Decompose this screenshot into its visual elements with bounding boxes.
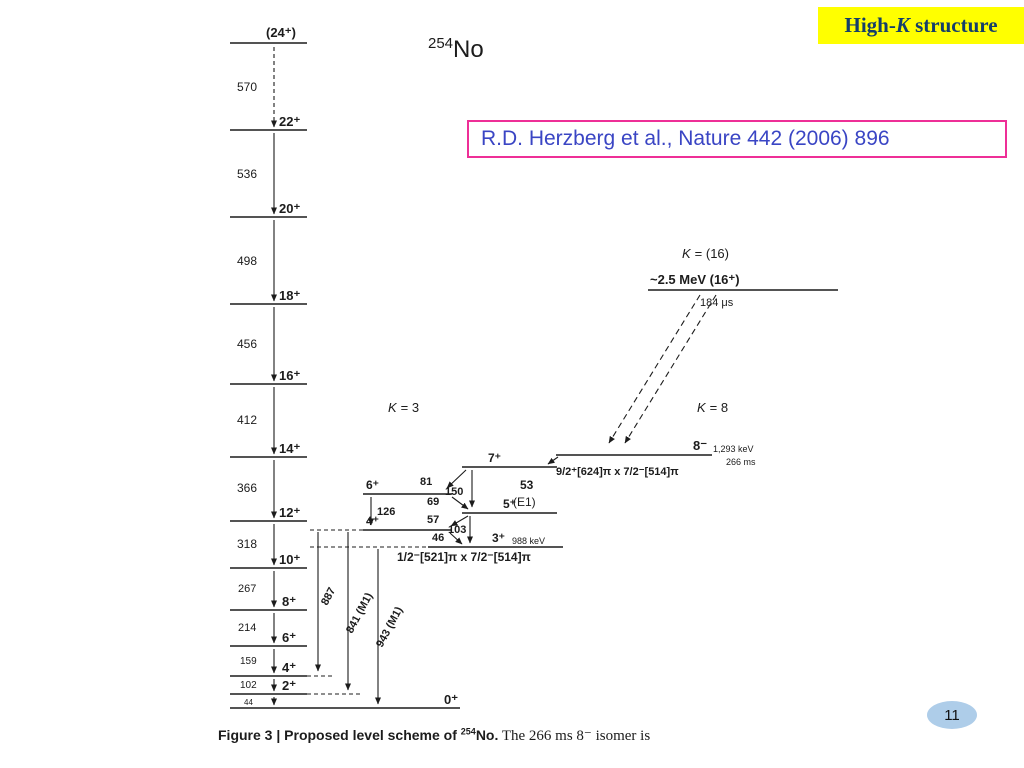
gamma-energy: 456: [237, 337, 257, 351]
gamma-energy: 214: [238, 622, 256, 634]
k16-band: K = (16) ~2.5 MeV (16⁺) 184 μs: [608, 246, 838, 444]
spin-label: 8⁺: [282, 594, 296, 609]
gamma-energy: 159: [240, 656, 257, 667]
ground-state-band: (24⁺) 22⁺ 20⁺ 18⁺ 16⁺ 14⁺ 12⁺ 10⁺ 8⁺ 6⁺ …: [230, 25, 460, 709]
gamma-energy: 150: [445, 486, 463, 498]
caption-normal: The 266 ms 8⁻ isomer is: [498, 728, 651, 744]
slide-title-banner: High- K structure: [818, 7, 1024, 44]
page-number: 11: [944, 706, 960, 724]
figure-caption: Figure 3 | Proposed level scheme of 254N…: [218, 726, 650, 745]
gamma-arrow: [446, 469, 467, 489]
band-label: K = 8: [697, 400, 728, 415]
reference-text: R.D. Herzberg et al., Nature 442 (2006) …: [481, 127, 890, 150]
banner-text: structure: [909, 13, 998, 37]
k8-band: K = 8 8⁻ 1,293 keV 266 ms 9/2⁺[624]π x 7/…: [513, 400, 756, 509]
gamma-energy: 318: [237, 537, 257, 551]
gamma-energy: 69: [427, 496, 439, 508]
gamma-arrow: [449, 532, 463, 545]
spin-label: 20⁺: [279, 201, 300, 216]
caption-mass-superscript: 254: [460, 726, 476, 737]
level-energy: 1,293 keV: [713, 444, 754, 454]
gamma-energy: 887: [319, 586, 338, 608]
gamma-energy: 841 (M1): [344, 591, 375, 636]
banner-k: K: [895, 13, 910, 37]
reference-box: R.D. Herzberg et al., Nature 442 (2006) …: [467, 120, 1007, 158]
band-label: K = (16): [682, 246, 729, 261]
gamma-energy: 53: [520, 478, 534, 492]
gamma-energy: 81: [420, 476, 432, 488]
spin-label: 6⁺: [366, 478, 379, 492]
spin-label: 18⁺: [279, 288, 300, 303]
caption-bold: Figure 3 | Proposed level scheme of 254N…: [218, 726, 499, 743]
spin-label: 22⁺: [279, 114, 300, 129]
spin-label: 7⁺: [488, 451, 501, 465]
page-number-badge: 11: [927, 701, 977, 729]
gamma-energy: 943 (M1): [374, 605, 405, 650]
decay-arrow: [608, 294, 701, 444]
gamma-energy: 126: [377, 506, 395, 518]
spin-label: 3⁺: [492, 531, 505, 545]
gamma-arrow: [451, 496, 469, 510]
gamma-arrow: [547, 456, 559, 465]
configuration-label: 1/2⁻[521]π x 7/2⁻[514]π: [397, 550, 531, 564]
level-energy: ~2.5 MeV (16⁺): [650, 272, 740, 287]
spin-label: 10⁺: [279, 552, 300, 567]
gamma-energy: 366: [237, 481, 257, 495]
gamma-energy: 570: [237, 80, 257, 94]
spin-label: (24⁺): [266, 25, 296, 40]
band-label: K = 3: [388, 400, 419, 415]
gamma-energy: 46: [432, 532, 444, 544]
spin-label: 0⁺: [444, 692, 458, 707]
bandhead-energy: 988 keV: [512, 536, 545, 546]
configuration-label: 9/2⁺[624]π x 7/2⁻[514]π: [556, 466, 679, 478]
banner-text: High-: [844, 13, 896, 37]
spin-label: 2⁺: [282, 678, 296, 693]
halflife-label: 266 ms: [726, 457, 756, 467]
multipolarity-label: (E1): [513, 495, 536, 509]
gamma-energy: 412: [237, 413, 257, 427]
gamma-arrow: [450, 515, 469, 527]
gamma-energy: 102: [240, 680, 257, 691]
decay-arrow: [624, 294, 717, 444]
gamma-energy: 103: [448, 524, 466, 536]
spin-label: 4⁺: [282, 660, 296, 675]
spin-label: 5⁺: [503, 497, 516, 511]
spin-label: 12⁺: [279, 505, 300, 520]
gamma-energy: 44: [244, 698, 253, 707]
spin-label: 14⁺: [279, 441, 300, 456]
gamma-energy: 536: [237, 167, 257, 181]
k3-band: K = 3 7⁺ 6⁺ 5⁺ 4⁺ 3⁺ 988 keV 81 150 69 12…: [363, 400, 563, 564]
spin-label: 6⁺: [282, 630, 296, 645]
halflife-label: 184 μs: [700, 297, 734, 309]
gamma-energy: 57: [427, 514, 439, 526]
spin-label: 16⁺: [279, 368, 300, 383]
gamma-energy: 498: [237, 254, 257, 268]
isotope-title: 254No: [428, 35, 484, 63]
spin-label: 8⁻: [693, 438, 707, 453]
gamma-energy: 267: [238, 583, 256, 595]
